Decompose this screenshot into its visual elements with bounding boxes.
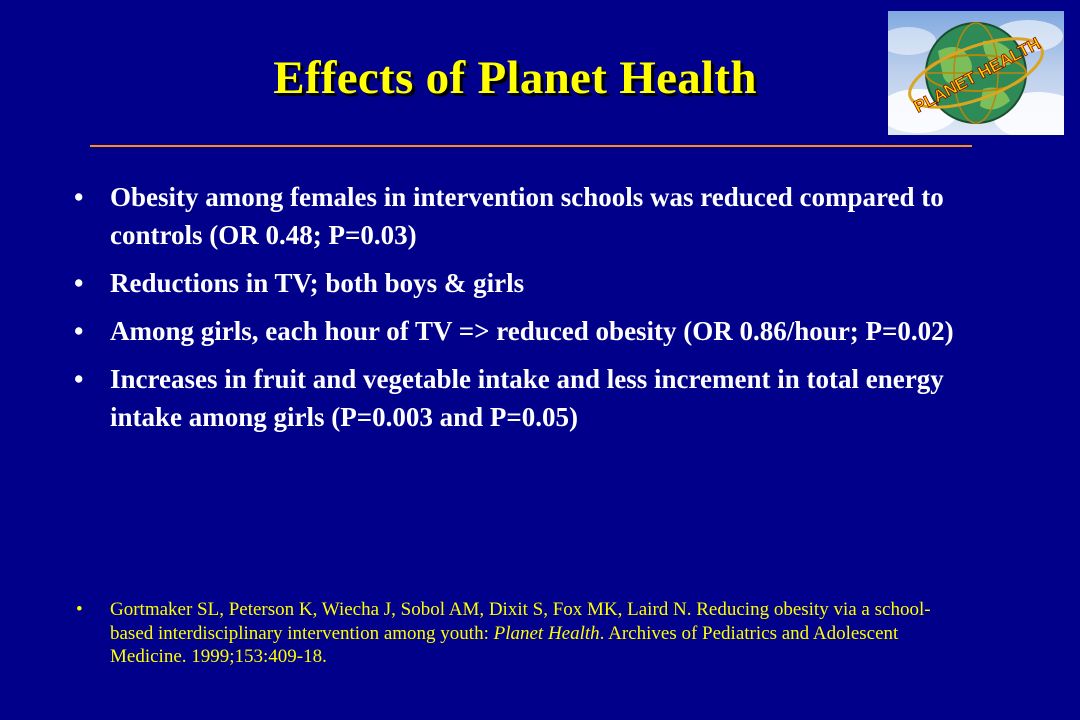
bullet-icon: •: [76, 599, 83, 620]
bullet-list: • Obesity among females in intervention …: [72, 178, 972, 446]
title-divider: [90, 145, 972, 147]
citation-text-before: Gortmaker SL, Peterson K, Wiecha J, Sobo…: [110, 599, 931, 644]
bullet-text: Increases in fruit and vegetable intake …: [110, 364, 944, 432]
bullet-item: • Increases in fruit and vegetable intak…: [72, 360, 972, 436]
globe-icon: PLANET HEALTH: [888, 20, 1064, 135]
bullet-icon: •: [74, 364, 84, 394]
citation: • Gortmaker SL, Peterson K, Wiecha J, So…: [72, 598, 972, 669]
bullet-text: Obesity among females in intervention sc…: [110, 182, 944, 250]
citation-italic-title: Planet Health: [493, 622, 600, 644]
planet-health-logo: PLANET HEALTH: [888, 11, 1064, 135]
bullet-item: • Obesity among females in intervention …: [72, 178, 972, 254]
bullet-icon: •: [74, 182, 84, 212]
bullet-item: • Reductions in TV; both boys & girls: [72, 264, 972, 302]
bullet-item: • Among girls, each hour of TV => reduce…: [72, 312, 972, 350]
bullet-icon: •: [74, 268, 84, 298]
bullet-text: Among girls, each hour of TV => reduced …: [110, 316, 954, 346]
bullet-text: Reductions in TV; both boys & girls: [110, 268, 525, 298]
citation-text-after: . Archives of Pediatrics and Adolescent …: [110, 622, 899, 668]
bullet-icon: •: [74, 316, 84, 346]
slide-title: Effects of Planet Health: [273, 52, 757, 104]
